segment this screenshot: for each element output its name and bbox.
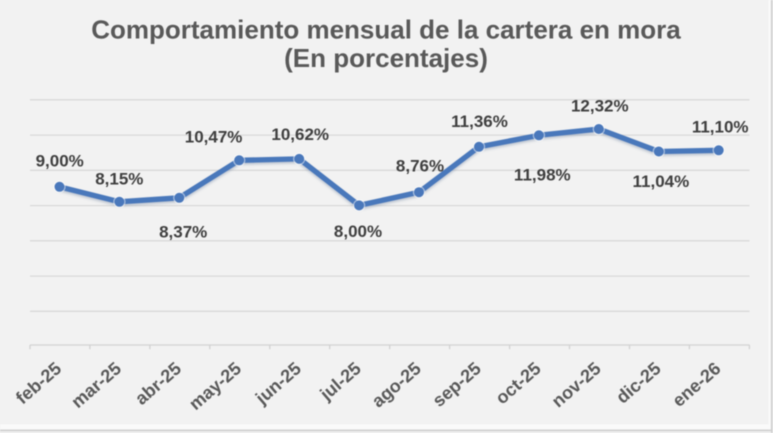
svg-text:12,32%: 12,32%	[571, 97, 629, 116]
svg-text:Comportamiento mensual de la c: Comportamiento mensual de la cartera en …	[91, 15, 681, 45]
svg-text:10,47%: 10,47%	[185, 128, 243, 147]
svg-text:8,00%: 8,00%	[334, 222, 382, 241]
svg-text:11,10%: 11,10%	[692, 117, 749, 136]
svg-text:8,37%: 8,37%	[159, 223, 207, 242]
svg-text:8,76%: 8,76%	[396, 157, 444, 176]
svg-text:8,15%: 8,15%	[95, 170, 143, 189]
svg-text:11,04%: 11,04%	[633, 172, 690, 191]
svg-text:11,98%: 11,98%	[514, 166, 571, 185]
svg-text:11,36%: 11,36%	[451, 112, 508, 131]
svg-text:10,62%: 10,62%	[271, 125, 329, 144]
svg-text:(En porcentajes): (En porcentajes)	[284, 43, 488, 73]
svg-text:9,00%: 9,00%	[36, 152, 84, 171]
